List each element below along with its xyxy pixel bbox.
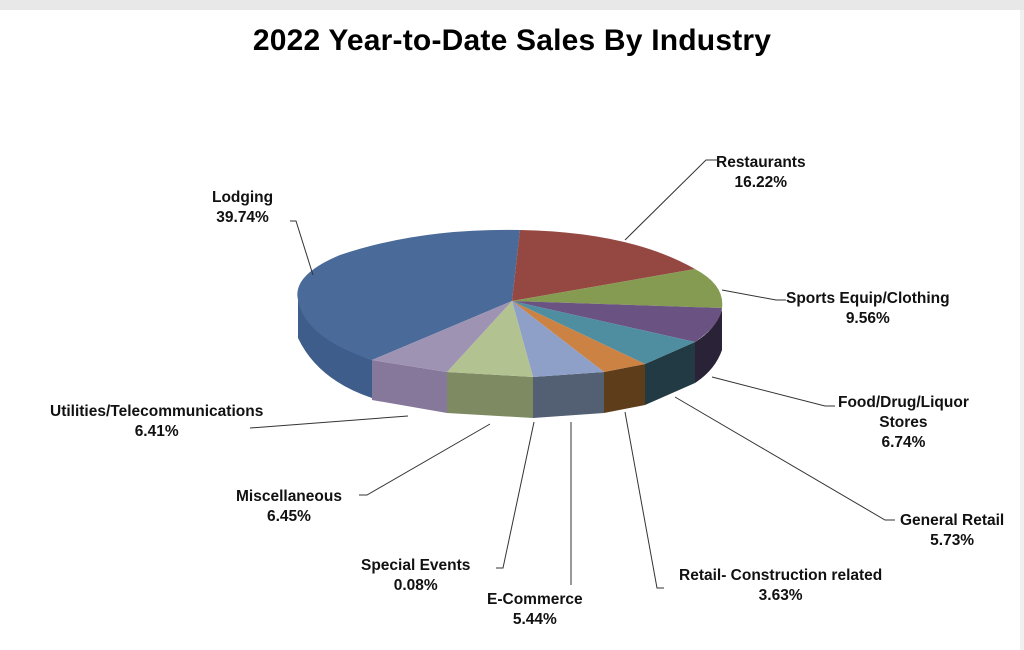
label-name: Retail- Construction related: [679, 567, 883, 584]
label-name: Sports Equip/Clothing: [786, 290, 950, 307]
label-general-retail: General Retail 5.73%: [900, 511, 1004, 551]
label-name: Food/Drug/Liquor: [838, 394, 969, 411]
label-lodging: Lodging 39.74%: [212, 188, 273, 228]
chart-title: 2022 Year-to-Date Sales By Industry: [252, 24, 772, 57]
label-misc: Miscellaneous 6.45%: [236, 487, 342, 527]
label-sports: Sports Equip/Clothing 9.56%: [786, 289, 950, 329]
right-border: [1020, 10, 1024, 650]
label-restaurants: Restaurants 16.22%: [716, 153, 806, 193]
label-name: Lodging: [212, 189, 274, 206]
pie-top-slices: [297, 229, 723, 377]
slice-misc: [447, 301, 533, 377]
top-border: [0, 0, 1024, 10]
slice-general-retail: [512, 301, 695, 364]
label-value: 3.63%: [758, 587, 803, 604]
label-value: 39.74%: [216, 209, 269, 226]
slice-ecommerce: [512, 301, 604, 377]
pie-side-walls: [298, 300, 722, 418]
label-value: 6.74%: [881, 434, 926, 451]
label-value: 6.41%: [134, 423, 179, 440]
label-name: Special Events: [361, 557, 471, 574]
slice-lodging: [297, 229, 520, 360]
label-value: 16.22%: [734, 174, 788, 191]
slice-sports: [512, 269, 723, 308]
label-name: Utilities/Telecommunications: [50, 403, 264, 420]
label-value: 0.08%: [393, 577, 438, 594]
label-ecommerce: E-Commerce 5.44%: [487, 590, 583, 630]
label-construction: Retail- Construction related 3.63%: [679, 566, 882, 606]
slice-construction: [512, 301, 645, 372]
slice-restaurants: [512, 230, 695, 301]
label-name: Miscellaneous: [236, 488, 342, 505]
label-value: 5.73%: [930, 532, 975, 549]
label-special-events: Special Events 0.08%: [361, 556, 470, 596]
label-value: 6.45%: [267, 508, 311, 525]
slice-utilities: [372, 301, 512, 372]
label-value: 9.56%: [845, 310, 890, 327]
label-value: 5.44%: [512, 611, 557, 628]
label-name: E-Commerce: [487, 591, 583, 608]
slice-food: [512, 301, 722, 342]
label-name: General Retail: [900, 512, 1005, 529]
label-name-line2: Stores: [879, 414, 928, 431]
label-utilities: Utilities/Telecommunications 6.41%: [50, 402, 263, 442]
label-food: Food/Drug/Liquor Stores 6.74%: [838, 393, 969, 453]
leader-lines: [249, 159, 895, 589]
label-name: Restaurants: [716, 154, 806, 171]
